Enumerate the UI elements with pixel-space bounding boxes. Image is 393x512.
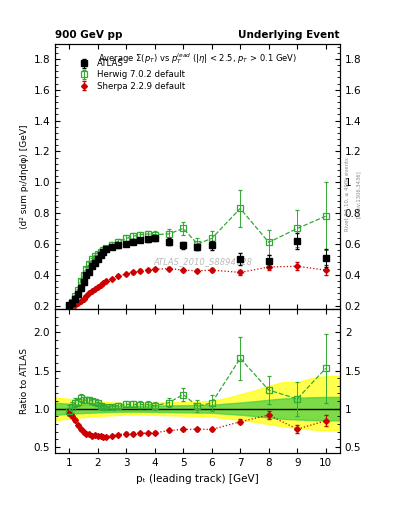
Y-axis label: ⟨d² sum pₜ/dηdφ⟩ [GeV]: ⟨d² sum pₜ/dηdφ⟩ [GeV] <box>20 124 29 229</box>
Text: ATLAS_2010_S8894728: ATLAS_2010_S8894728 <box>154 257 253 266</box>
Legend: ATLAS, Herwig 7.0.2 default, Sherpa 2.2.9 default: ATLAS, Herwig 7.0.2 default, Sherpa 2.2.… <box>71 56 188 94</box>
Text: Average $\Sigma(p_T)$ vs $p_T^{lead}$ ($|\eta|$ < 2.5, $p_T$ > 0.1 GeV): Average $\Sigma(p_T)$ vs $p_T^{lead}$ ($… <box>98 52 297 67</box>
X-axis label: pₜ (leading track) [GeV]: pₜ (leading track) [GeV] <box>136 474 259 483</box>
Y-axis label: Ratio to ATLAS: Ratio to ATLAS <box>20 348 29 414</box>
Text: Underlying Event: Underlying Event <box>239 30 340 40</box>
Text: [arXiv:1306.3436]: [arXiv:1306.3436] <box>356 170 361 219</box>
Text: Rivet 3.1.10, ≥ 400k events: Rivet 3.1.10, ≥ 400k events <box>345 158 350 231</box>
Text: 900 GeV pp: 900 GeV pp <box>55 30 123 40</box>
